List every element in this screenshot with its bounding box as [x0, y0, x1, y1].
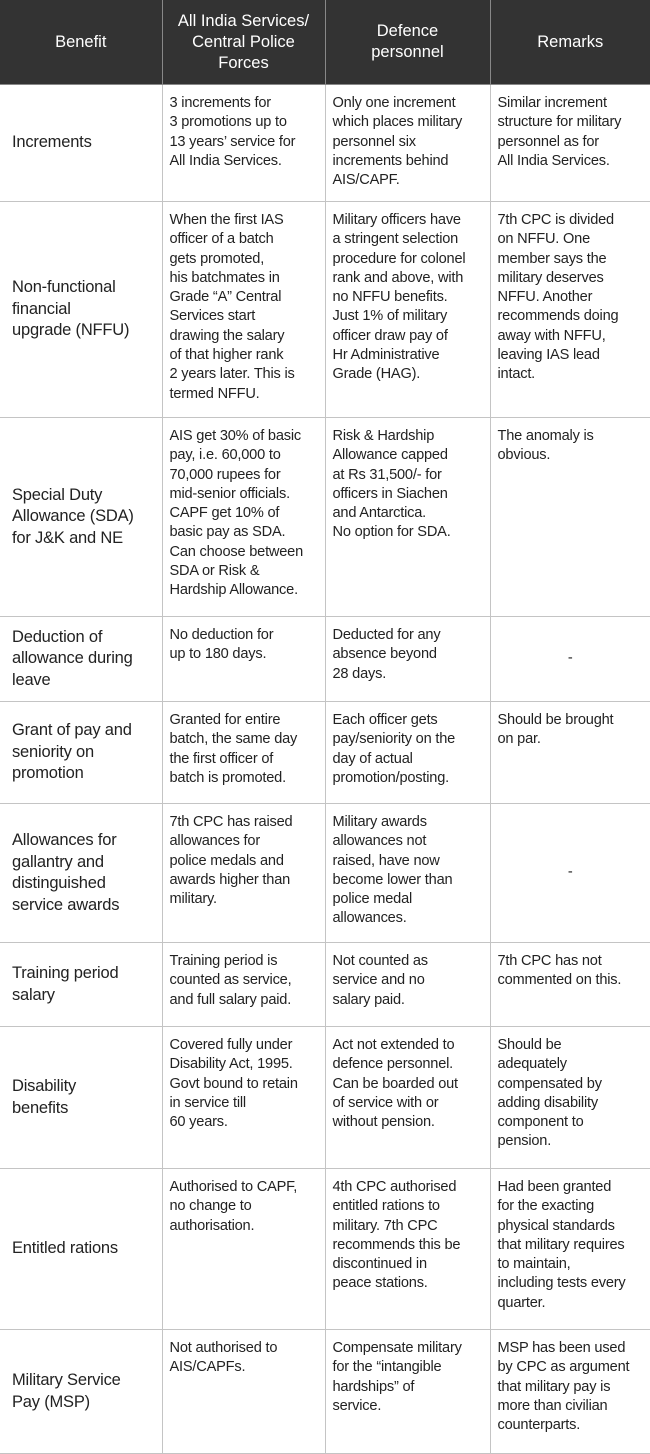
table-row: Entitled rations Authorised to CAPF, no c…	[0, 1168, 650, 1330]
ais-capf-cell: No deduction for up to 180 days.	[161, 616, 326, 702]
header-ais-capf: All India Services/ Central Police Force…	[161, 0, 326, 85]
remarks-cell: 7th CPC has not commented on this.	[489, 942, 650, 1027]
defence-cell: Deducted for any absence beyond 28 days.	[324, 616, 491, 702]
ais-capf-cell: Authorised to CAPF, no change to authori…	[161, 1168, 326, 1330]
benefit-cell: Grant of pay and seniority on promotion	[0, 701, 163, 804]
remarks-cell: Should be adequately compensated by addi…	[489, 1026, 650, 1169]
table-row: Non-functional financial upgrade (NFFU) W…	[0, 201, 650, 418]
defence-cell: Not counted as service and no salary pai…	[324, 942, 491, 1027]
ais-capf-cell: Training period is counted as service, a…	[161, 942, 326, 1027]
defence-cell: 4th CPC authorised entitled rations to m…	[324, 1168, 491, 1330]
table-row: Training period salary Training period is…	[0, 942, 650, 1027]
remarks-cell: MSP has been used by CPC as argument tha…	[489, 1329, 650, 1454]
header-benefit: Benefit	[0, 0, 163, 85]
defence-cell: Compensate military for the “intangible …	[324, 1329, 491, 1454]
remarks-cell: Had been granted for the exacting physic…	[489, 1168, 650, 1330]
defence-cell: Only one increment which places military…	[324, 84, 491, 202]
benefit-cell: Military Service Pay (MSP)	[0, 1329, 163, 1454]
ais-capf-cell: Not authorised to AIS/CAPFs.	[161, 1329, 326, 1454]
defence-cell: Act not extended to defence personnel. C…	[324, 1026, 491, 1169]
defence-cell: Risk & Hardship Allowance capped at Rs 3…	[324, 417, 491, 617]
remarks-cell: -	[489, 616, 650, 702]
defence-cell: Military awards allowances not raised, h…	[324, 803, 491, 943]
remarks-cell: 7th CPC is divided on NFFU. One member s…	[489, 201, 650, 418]
table-row: Grant of pay and seniority on promotion G…	[0, 701, 650, 804]
header-remarks: Remarks	[489, 0, 650, 85]
benefit-cell: Training period salary	[0, 942, 163, 1027]
remarks-cell: The anomaly is obvious.	[489, 417, 650, 617]
table-row: Deduction of allowance during leave No de…	[0, 616, 650, 702]
table-row: Special Duty Allowance (SDA) for J&K and…	[0, 417, 650, 617]
ais-capf-cell: Granted for entire batch, the same day t…	[161, 701, 326, 804]
table-row: Allowances for gallantry and distinguish…	[0, 803, 650, 943]
benefit-cell: Allowances for gallantry and distinguish…	[0, 803, 163, 943]
benefit-cell: Non-functional financial upgrade (NFFU)	[0, 201, 163, 418]
table-row: Increments 3 increments for 3 promotions …	[0, 84, 650, 202]
remarks-cell: -	[489, 803, 650, 943]
header-defence: Defence personnel	[324, 0, 491, 85]
defence-cell: Military officers have a stringent selec…	[324, 201, 491, 418]
ais-capf-cell: When the first IAS officer of a batch ge…	[161, 201, 326, 418]
ais-capf-cell: 3 increments for 3 promotions up to 13 y…	[161, 84, 326, 202]
benefit-cell: Increments	[0, 84, 163, 202]
benefit-cell: Disability benefits	[0, 1026, 163, 1169]
ais-capf-cell: 7th CPC has raised allowances for police…	[161, 803, 326, 943]
defence-cell: Each officer gets pay/seniority on the d…	[324, 701, 491, 804]
ais-capf-cell: Covered fully under Disability Act, 1995…	[161, 1026, 326, 1169]
benefit-cell: Special Duty Allowance (SDA) for J&K and…	[0, 417, 163, 617]
header-row: Benefit All India Services/ Central Poli…	[0, 0, 650, 85]
table-row: Military Service Pay (MSP) Not authorised…	[0, 1329, 650, 1454]
benefit-cell: Deduction of allowance during leave	[0, 616, 163, 702]
remarks-cell: Should be brought on par.	[489, 701, 650, 804]
table-row: Disability benefits Covered fully under D…	[0, 1026, 650, 1169]
ais-capf-cell: AIS get 30% of basic pay, i.e. 60,000 to…	[161, 417, 326, 617]
remarks-cell: Similar increment structure for military…	[489, 84, 650, 202]
benefit-cell: Entitled rations	[0, 1168, 163, 1330]
